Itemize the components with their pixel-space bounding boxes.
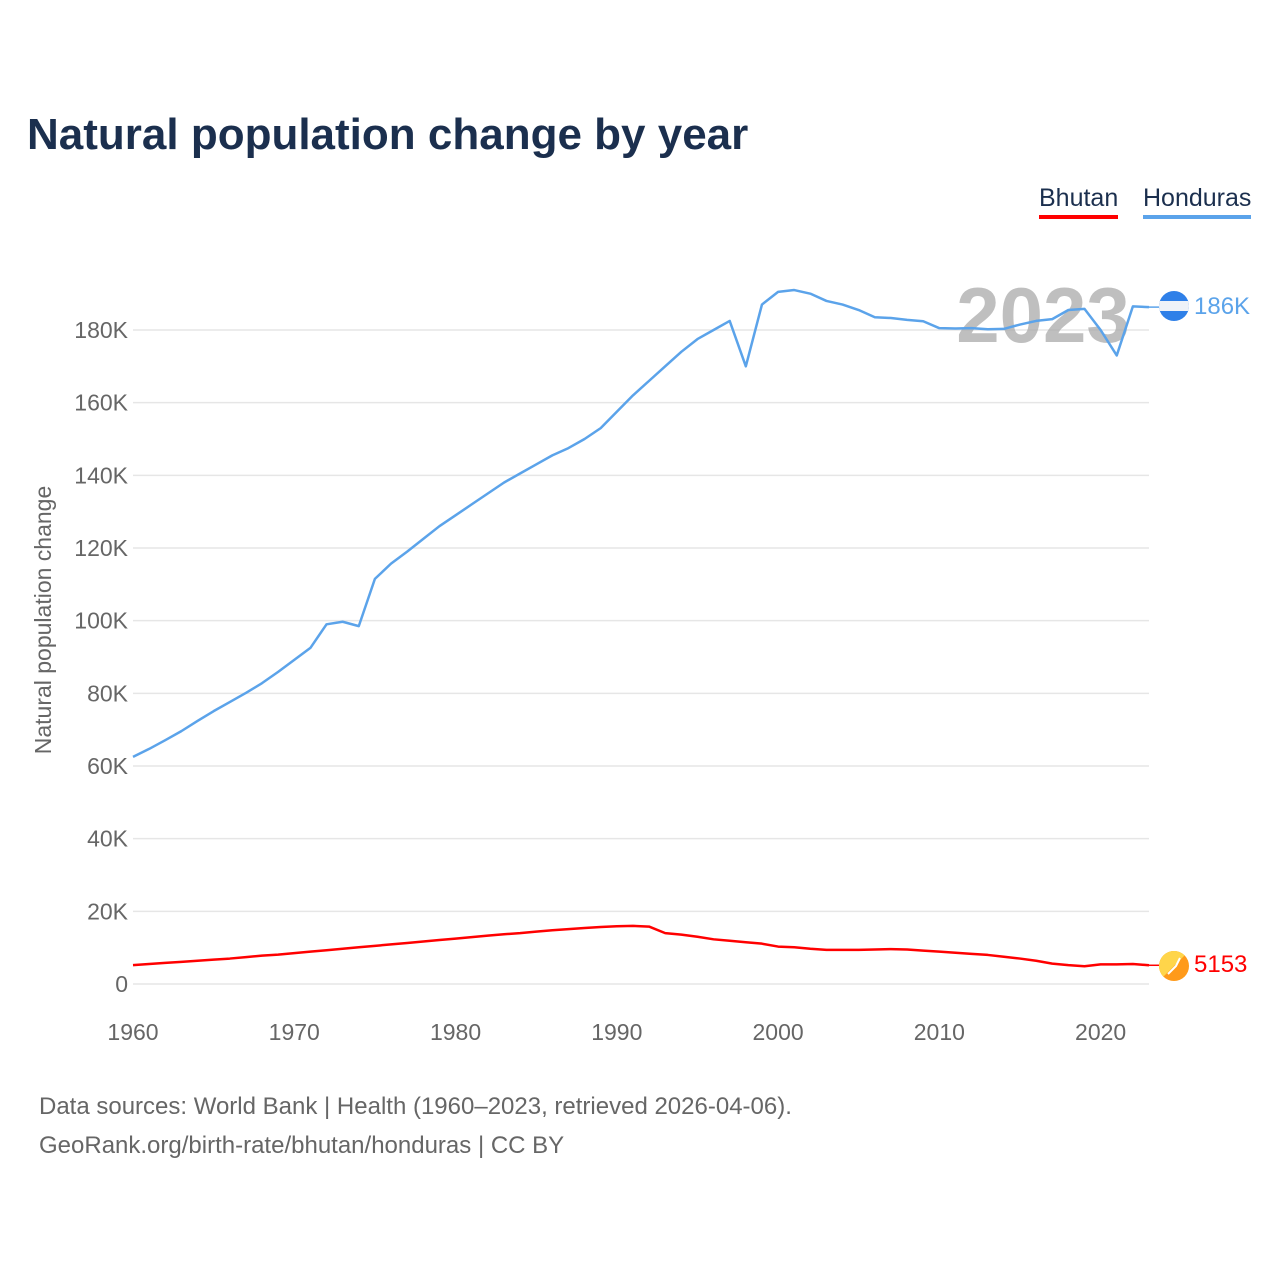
source-line: Data sources: World Bank | Health (1960–… [39,1093,792,1120]
honduras-end-label: 186K [1194,293,1250,320]
chart-title: Natural population change by year [27,110,749,159]
y-tick-label: 100K [74,608,128,634]
y-tick-label: 160K [74,390,128,416]
x-tick-label: 2010 [914,1019,965,1045]
x-tick-label: 1980 [430,1019,481,1045]
y-tick-label: 140K [74,462,128,488]
source-link[interactable]: GeoRank.org/birth-rate/bhutan/honduras |… [39,1132,565,1159]
legend-honduras[interactable]: Honduras [1143,184,1252,219]
bhutan-end-label: 5153 [1194,951,1247,978]
y-tick-label: 120K [74,535,128,561]
source-note: Data sources: World Bank | Health (1960–… [39,1087,792,1165]
year-label: 2023 [956,271,1130,359]
y-tick-label: 60K [87,753,129,779]
y-tick-label: 0 [115,971,128,997]
y-tick-label: 180K [74,317,128,343]
x-tick-label: 2020 [1075,1019,1126,1045]
series-line-honduras [132,288,1150,759]
x-tick-label: 1960 [107,1019,158,1045]
x-tick-label: 1970 [269,1019,320,1045]
honduras-flag-icon [1159,291,1189,321]
legend-bhutan[interactable]: Bhutan [1039,184,1119,219]
y-tick-label: 20K [87,898,129,924]
series-line-bhutan [132,924,1150,968]
y-tick-label: 40K [87,826,129,852]
y-axis-label: Natural population change [30,486,56,755]
x-tick-label: 2000 [752,1019,803,1045]
x-tick-label: 1990 [591,1019,642,1045]
y-tick-label: 80K [87,680,129,706]
bhutan-flag-icon [1159,951,1189,981]
